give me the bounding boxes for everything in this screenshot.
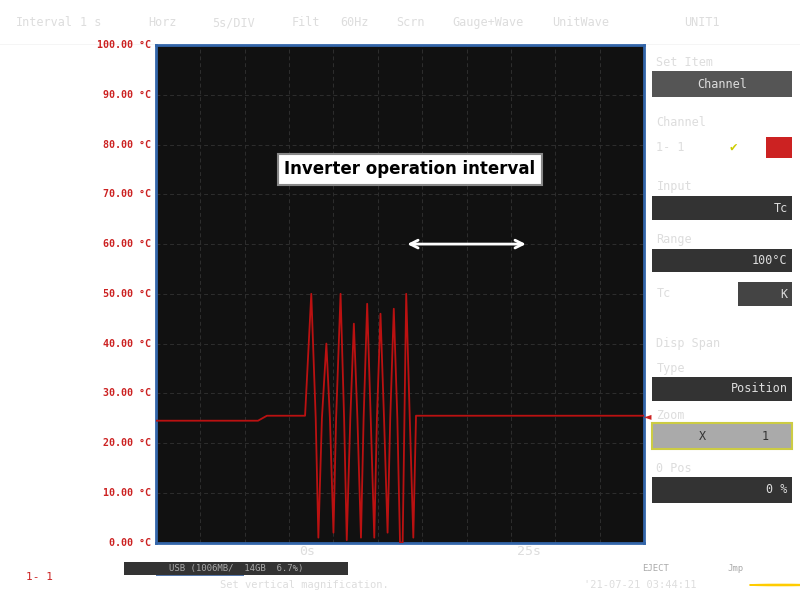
Text: 1- 1: 1- 1 <box>26 572 53 582</box>
Bar <box>766 137 792 158</box>
Text: 5s/DIV: 5s/DIV <box>212 16 254 29</box>
Text: X: X <box>698 429 706 442</box>
Bar <box>652 377 792 401</box>
Text: 80.00 °C: 80.00 °C <box>103 139 151 149</box>
Circle shape <box>750 584 800 586</box>
Text: Jmp: Jmp <box>728 564 744 573</box>
Text: 25s: 25s <box>517 545 541 558</box>
Text: Position: Position <box>730 382 787 396</box>
Bar <box>652 423 792 449</box>
Text: Scrn: Scrn <box>396 16 425 29</box>
Text: Zoom: Zoom <box>657 409 685 422</box>
Text: Set vertical magnification.: Set vertical magnification. <box>220 580 388 590</box>
Text: Set Item: Set Item <box>657 56 714 69</box>
Bar <box>652 248 792 272</box>
Text: ◄: ◄ <box>644 411 651 420</box>
Text: USB (1006MB/  14GB  6.7%): USB (1006MB/ 14GB 6.7%) <box>169 564 303 573</box>
Text: Range: Range <box>657 232 692 246</box>
Text: Interval: Interval <box>16 16 73 29</box>
Text: 100°C: 100°C <box>752 254 787 267</box>
Text: 30.00 °C: 30.00 °C <box>103 388 151 398</box>
Text: UnitWave: UnitWave <box>552 16 609 29</box>
Text: 70.00 °C: 70.00 °C <box>103 189 151 199</box>
Text: 1- 1: 1- 1 <box>657 141 685 154</box>
Text: Channel: Channel <box>657 116 706 129</box>
Text: 20.00 °C: 20.00 °C <box>103 438 151 448</box>
Text: Gauge+Wave: Gauge+Wave <box>452 16 523 29</box>
Text: 1 s: 1 s <box>80 16 102 29</box>
Text: 100.00 °C: 100.00 °C <box>98 40 151 50</box>
Text: Disp Span: Disp Span <box>657 337 721 350</box>
Bar <box>652 71 792 97</box>
Text: 0.00 °C: 0.00 °C <box>110 538 151 547</box>
Bar <box>738 282 792 306</box>
Text: 60.00 °C: 60.00 °C <box>103 239 151 249</box>
Text: UNIT1: UNIT1 <box>684 16 720 29</box>
Text: 50.00 °C: 50.00 °C <box>103 289 151 299</box>
Bar <box>156 562 244 576</box>
Text: K: K <box>780 288 787 301</box>
Text: Tc: Tc <box>774 202 787 215</box>
Text: Input: Input <box>657 180 692 193</box>
Text: Tc: Tc <box>657 288 670 300</box>
Text: Type: Type <box>657 362 685 375</box>
Text: 1: 1 <box>762 429 769 442</box>
Bar <box>652 477 792 503</box>
Text: Horz: Horz <box>148 16 177 29</box>
Text: 0 Pos: 0 Pos <box>657 463 692 476</box>
Text: 60Hz: 60Hz <box>340 16 369 29</box>
Text: '21-07-21 03:44:11: '21-07-21 03:44:11 <box>584 580 696 590</box>
Text: 90.00 °C: 90.00 °C <box>103 90 151 100</box>
Bar <box>124 562 348 575</box>
Text: EJECT: EJECT <box>642 564 670 573</box>
Text: Inverter operation interval: Inverter operation interval <box>284 161 535 178</box>
Bar <box>652 196 792 220</box>
Text: Channel: Channel <box>697 78 747 91</box>
Text: 0 %: 0 % <box>766 483 787 496</box>
Text: 10.00 °C: 10.00 °C <box>103 488 151 498</box>
Text: 40.00 °C: 40.00 °C <box>103 339 151 349</box>
Text: 0s: 0s <box>299 545 315 558</box>
Text: ✔: ✔ <box>730 142 738 155</box>
Text: Filt: Filt <box>292 16 321 29</box>
